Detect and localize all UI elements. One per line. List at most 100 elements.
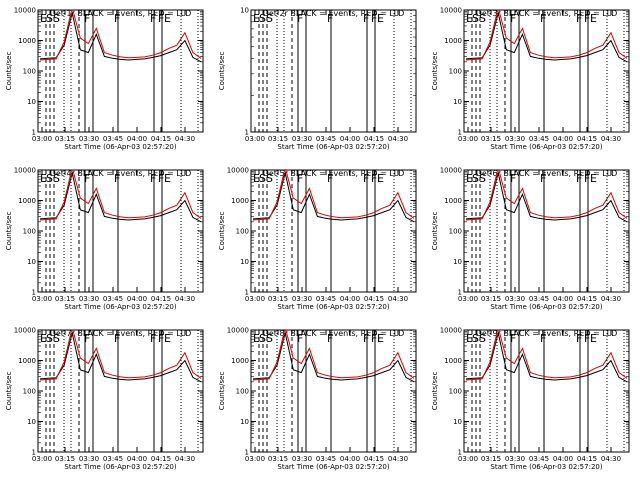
x-tick-label: 04:30 bbox=[388, 295, 408, 303]
x-tick-label: 03:30 bbox=[79, 295, 99, 303]
y-tick-label: 10000 bbox=[440, 7, 462, 15]
x-tick-label: 03:45 bbox=[316, 455, 336, 463]
event-marker-label: E bbox=[377, 172, 384, 185]
y-tick-label: 10 bbox=[453, 98, 462, 106]
y-tick-label: 100 bbox=[449, 228, 462, 236]
event-marker-label: F bbox=[584, 12, 590, 25]
event-marker-label: F bbox=[584, 332, 590, 345]
y-axis-label: Counts/sec bbox=[218, 212, 226, 251]
event-marker-label: E bbox=[377, 332, 384, 345]
event-marker-label: F bbox=[510, 172, 516, 185]
event-marker-label: E bbox=[466, 12, 473, 25]
x-tick-label: 04:15 bbox=[577, 295, 597, 303]
event-marker-label: F bbox=[297, 172, 303, 185]
y-tick-label: 1 bbox=[32, 449, 36, 457]
y-tick-label: 100 bbox=[449, 388, 462, 396]
y-tick-label: 10000 bbox=[227, 327, 249, 335]
x-tick-label: 04:15 bbox=[577, 455, 597, 463]
y-tick-label: 10 bbox=[240, 418, 249, 426]
panel-det-2r: Det 2r BLACK = Events, RED = LLD 1 10 Count… bbox=[218, 7, 417, 151]
x-tick-label: 03:15 bbox=[268, 455, 288, 463]
x-tick-label: 03:30 bbox=[292, 295, 312, 303]
y-tick-label: 100 bbox=[23, 388, 36, 396]
y-tick-label: 1000 bbox=[18, 37, 36, 45]
series-line-events bbox=[39, 12, 202, 63]
event-marker-label: F bbox=[297, 12, 303, 25]
y-tick-label: 1000 bbox=[444, 37, 462, 45]
x-tick-label: 04:00 bbox=[127, 455, 147, 463]
panel-title: Det 1r BLACK = Events, RED = LLD bbox=[50, 9, 192, 18]
series-line-events bbox=[39, 332, 202, 383]
event-marker-label: F bbox=[297, 332, 303, 345]
event-marker-label: F bbox=[158, 332, 164, 345]
x-tick-label: 04:30 bbox=[388, 135, 408, 143]
y-tick-label: 1 bbox=[245, 129, 249, 137]
event-marker-label: F bbox=[158, 12, 164, 25]
x-tick-label: 04:30 bbox=[175, 295, 195, 303]
series-line-events bbox=[465, 332, 628, 383]
panel-title: Det 4r BLACK = Events, RED = LLD bbox=[50, 169, 192, 178]
y-axis-label: Counts/sec bbox=[218, 52, 226, 91]
event-marker-label: F bbox=[540, 172, 546, 185]
y-tick-label: 10000 bbox=[440, 327, 462, 335]
series-line-events bbox=[252, 172, 415, 223]
x-axis-label: Start Time (06-Apr-03 02:57:20) bbox=[64, 143, 176, 151]
panel-title: Det 9r BLACK = Events, RED = LLD bbox=[476, 329, 618, 338]
panel-det-8r: Det 8r BLACK = Events, RED = LLD 1 10 100 10… bbox=[218, 327, 417, 471]
event-marker-label: SS bbox=[259, 12, 273, 25]
y-axis-label: Counts/sec bbox=[431, 52, 439, 91]
y-tick-label: 100 bbox=[236, 388, 249, 396]
panel-det-9r: Det 9r BLACK = Events, RED = LLD 1 10 100 10… bbox=[431, 327, 630, 471]
x-tick-label: 04:30 bbox=[601, 295, 621, 303]
x-tick-label: 04:00 bbox=[553, 135, 573, 143]
x-tick-label: 03:30 bbox=[292, 455, 312, 463]
x-axis-label: Start Time (06-Apr-03 02:57:20) bbox=[64, 463, 176, 471]
event-marker-label: E bbox=[466, 172, 473, 185]
event-marker-label: E bbox=[40, 172, 47, 185]
x-tick-label: 04:00 bbox=[127, 135, 147, 143]
y-tick-label: 1 bbox=[245, 449, 249, 457]
event-marker-label: E bbox=[40, 332, 47, 345]
event-marker-label: E bbox=[590, 172, 597, 185]
x-tick-label: 04:00 bbox=[553, 455, 573, 463]
event-marker-label: F bbox=[114, 12, 120, 25]
event-marker-label: F bbox=[371, 12, 377, 25]
event-marker-label: F bbox=[327, 332, 333, 345]
panel-det-4r: Det 4r BLACK = Events, RED = LLD 1 10 100 10… bbox=[5, 167, 204, 311]
event-marker-label: SS bbox=[46, 12, 60, 25]
y-tick-label: 100 bbox=[449, 68, 462, 76]
x-tick-label: 04:00 bbox=[553, 295, 573, 303]
x-tick-label: 03:00 bbox=[32, 455, 52, 463]
panel-det-3r: Det 3r BLACK = Events, RED = LLD 1 10 100 10… bbox=[431, 7, 630, 151]
y-tick-label: 1000 bbox=[18, 197, 36, 205]
series-line-lld bbox=[465, 170, 628, 221]
event-marker-label: E bbox=[590, 12, 597, 25]
y-axis-label: Counts/sec bbox=[431, 212, 439, 251]
y-tick-label: 10000 bbox=[14, 327, 36, 335]
event-marker-label: E bbox=[164, 172, 171, 185]
event-marker-label: F bbox=[576, 332, 582, 345]
y-tick-label: 10 bbox=[240, 7, 249, 15]
x-tick-label: 03:45 bbox=[529, 295, 549, 303]
x-tick-label: 04:30 bbox=[601, 455, 621, 463]
x-tick-label: 04:15 bbox=[151, 135, 171, 143]
x-tick-label: 04:00 bbox=[340, 455, 360, 463]
y-tick-label: 10000 bbox=[14, 167, 36, 175]
x-tick-label: 03:15 bbox=[481, 295, 501, 303]
panel-title: Det 8r BLACK = Events, RED = LLD bbox=[263, 329, 405, 338]
event-marker-label: E bbox=[590, 332, 597, 345]
x-tick-label: 04:15 bbox=[364, 295, 384, 303]
series-line-lld bbox=[465, 330, 628, 381]
panel-det-1r: Det 1r BLACK = Events, RED = LLD 1 10 100 10… bbox=[5, 7, 204, 151]
x-tick-label: 03:00 bbox=[32, 295, 52, 303]
event-marker-label: F bbox=[114, 172, 120, 185]
event-marker-label: SS bbox=[46, 332, 60, 345]
event-marker-label: SS bbox=[472, 12, 486, 25]
event-marker-label: F bbox=[363, 12, 369, 25]
x-tick-label: 03:15 bbox=[481, 135, 501, 143]
plot-frame bbox=[463, 169, 630, 293]
plot-frame bbox=[250, 329, 417, 453]
y-tick-label: 1 bbox=[458, 129, 462, 137]
x-tick-label: 03:45 bbox=[103, 455, 123, 463]
y-tick-label: 1 bbox=[32, 289, 36, 297]
